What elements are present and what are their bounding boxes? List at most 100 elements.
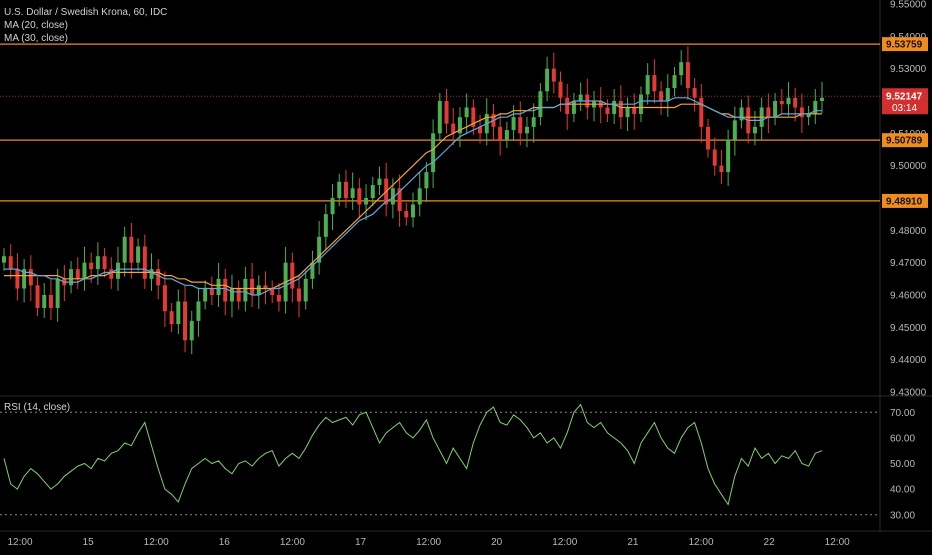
candle-body [511,117,516,131]
time-tick-label: 12:00 [825,537,850,548]
candle-body [712,149,717,166]
candle-body [685,62,690,89]
chart-legend: U.S. Dollar / Swedish Krona, 60, IDC MA … [4,6,167,45]
rsi-axis-ticks: 70.00 60.00 50.00 40.00 30.00 [890,408,915,522]
candle-body [156,269,161,286]
candle-body [672,75,677,89]
candle-body [115,262,120,279]
candle-body [806,113,811,118]
candle-body [95,256,100,270]
candle-body [404,210,409,218]
candle-body [605,107,610,114]
candle-body [203,288,208,302]
candle-body [303,278,308,302]
time-tick-label: 12:00 [416,537,441,548]
candle-body [625,107,630,118]
rsi-tick-label: 50.00 [890,459,915,470]
candle-body [377,178,382,186]
candle-body [752,126,757,134]
candle-body [464,107,469,118]
candle-body [276,295,281,302]
candle-body [297,288,302,302]
level-price-tag [882,37,928,52]
ma30-line [4,103,822,290]
candle-body [437,101,442,134]
last-price-tag [882,88,928,115]
candle-body [652,75,657,92]
time-tick-label: 20 [491,537,503,548]
candle-body [773,101,778,118]
candle-body [397,188,402,211]
level-price-label: 9.48910 [886,196,923,207]
rsi-tick-label: 60.00 [890,433,915,444]
ma30-legend-label: MA (30, close) [4,33,68,44]
candle-body [22,269,27,289]
rsi-tick-label: 40.00 [890,485,915,496]
time-tick-label: 12:00 [688,537,713,548]
candle-body [518,117,523,134]
candle-body [478,126,483,134]
candle-body [498,126,503,140]
candle-body [820,97,824,101]
rsi-tick-label: 70.00 [890,408,915,419]
candle-body [122,236,127,263]
candle-body [665,88,670,101]
candle-body [15,269,20,289]
candle-body [538,91,543,118]
time-tick-label: 16 [219,537,231,548]
candle-body [75,269,80,279]
candle-body [732,120,737,140]
candle-body [370,185,375,198]
candle-body [162,285,167,312]
candle-body [545,68,550,92]
candle-body [431,133,436,173]
candle-body [263,285,268,289]
candle-body [364,198,369,205]
candle-body [612,101,617,114]
candle-body [142,246,147,279]
candle-body [799,107,804,118]
rsi-tick-label: 30.00 [890,510,915,521]
candle-body [739,107,744,121]
candle-body [699,97,704,127]
candle-body [42,295,47,308]
candle-body [209,288,214,295]
candle-body [659,91,664,101]
candle-body [48,295,53,308]
time-tick-label: 12:00 [7,537,32,548]
candle-body [243,278,248,302]
candle-body [457,117,462,134]
candle-body [565,97,570,114]
candle-body [524,126,529,134]
candle-body [766,107,771,118]
candle-body [343,181,348,198]
price-tick-label: 9.53000 [890,64,927,75]
candle-body [551,68,556,82]
candle-body [290,262,295,289]
candles-group [2,46,824,355]
candle-body [317,236,322,263]
candle-body [451,123,456,134]
candle-body [236,288,241,302]
candle-body [793,97,798,108]
candle-body [2,256,6,263]
candle-body [28,269,33,286]
price-tick-label: 9.44000 [890,355,927,366]
candle-body [35,285,40,308]
price-tick-label: 9.46000 [890,291,927,302]
candle-body [578,94,583,101]
candle-body [618,101,623,118]
candle-body [350,188,355,198]
candle-body [632,107,637,114]
candle-body [571,101,576,114]
candle-body [256,285,261,295]
time-tick-label: 22 [764,537,776,548]
level-price-tag [882,133,928,148]
candle-body [471,107,476,127]
time-tick-label: 17 [355,537,367,548]
price-tick-label: 9.47000 [890,258,927,269]
candle-body [189,320,194,341]
time-tick-label: 21 [627,537,639,548]
time-tick-label: 12:00 [552,537,577,548]
